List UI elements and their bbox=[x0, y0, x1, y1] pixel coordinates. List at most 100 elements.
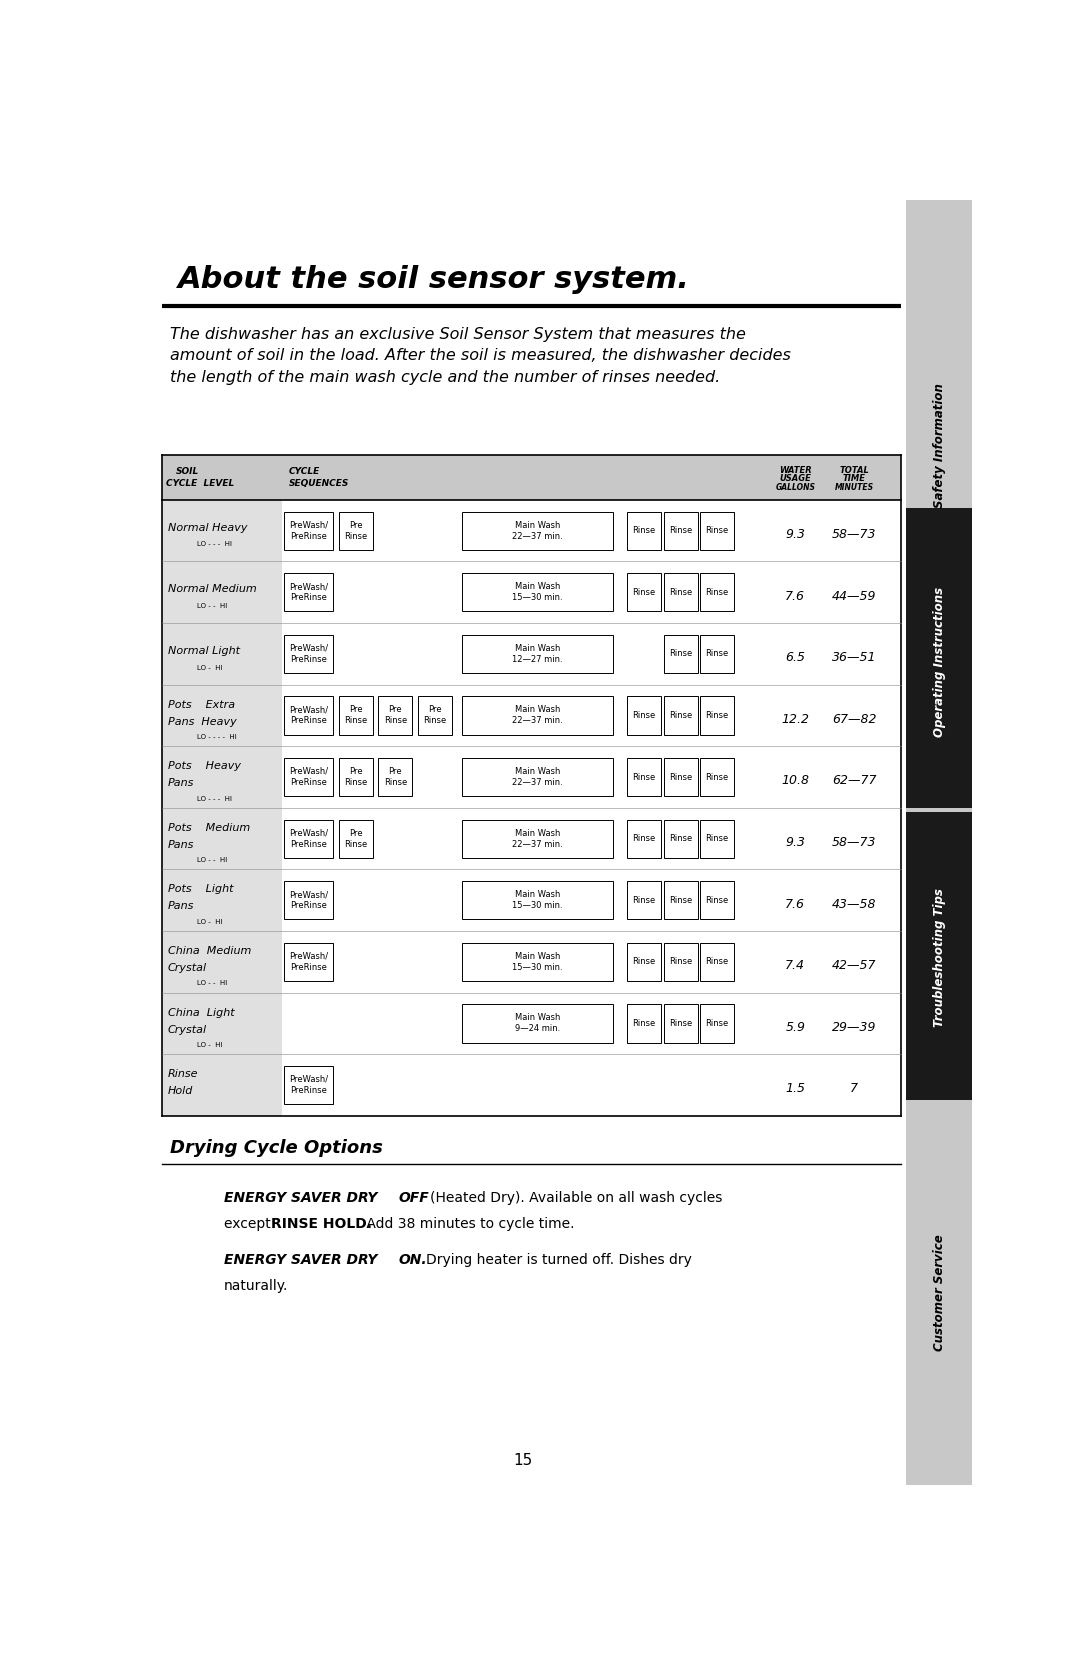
Text: China  Medium: China Medium bbox=[167, 946, 251, 956]
Text: LO - -  HI: LO - - HI bbox=[197, 858, 227, 863]
Bar bbox=[462, 511, 613, 549]
Text: PreWash/
PreRinse: PreWash/ PreRinse bbox=[288, 768, 327, 788]
Text: Rinse: Rinse bbox=[633, 773, 656, 781]
Text: Main Wash
22—37 min.: Main Wash 22—37 min. bbox=[512, 768, 563, 788]
Text: Rinse: Rinse bbox=[705, 711, 729, 719]
Text: Pre
Rinse: Pre Rinse bbox=[383, 768, 407, 788]
Bar bbox=[339, 511, 373, 549]
Text: USAGE: USAGE bbox=[780, 474, 811, 482]
Bar bbox=[663, 1005, 698, 1043]
Bar bbox=[627, 881, 661, 920]
Bar bbox=[627, 1005, 661, 1043]
Text: TOTAL: TOTAL bbox=[839, 466, 869, 476]
Text: Crystal: Crystal bbox=[167, 1025, 206, 1035]
Text: Pans: Pans bbox=[167, 840, 194, 850]
Text: 9.3: 9.3 bbox=[785, 527, 806, 541]
Text: Main Wash
22—37 min.: Main Wash 22—37 min. bbox=[512, 706, 563, 726]
Text: Pre
Rinse: Pre Rinse bbox=[345, 521, 367, 541]
Bar bbox=[663, 758, 698, 796]
Bar bbox=[700, 881, 734, 920]
Bar bbox=[284, 881, 333, 920]
Text: Pots    Medium: Pots Medium bbox=[167, 823, 249, 833]
Bar bbox=[418, 696, 451, 734]
Text: Rinse: Rinse bbox=[633, 834, 656, 843]
Text: Rinse: Rinse bbox=[633, 896, 656, 905]
Text: Drying heater is turned off. Dishes dry: Drying heater is turned off. Dishes dry bbox=[426, 1253, 691, 1267]
Bar bbox=[462, 819, 613, 858]
Text: Main Wash
22—37 min.: Main Wash 22—37 min. bbox=[512, 828, 563, 848]
Bar bbox=[700, 943, 734, 981]
Bar bbox=[339, 696, 373, 734]
Text: 15: 15 bbox=[513, 1454, 532, 1469]
Bar bbox=[906, 811, 972, 1100]
Text: 67—82: 67—82 bbox=[832, 713, 877, 726]
Text: Rinse: Rinse bbox=[669, 587, 692, 598]
Text: PreWash/
PreRinse: PreWash/ PreRinse bbox=[288, 1075, 327, 1095]
Text: 5.9: 5.9 bbox=[785, 1021, 806, 1033]
Text: OFF: OFF bbox=[399, 1192, 429, 1205]
Text: Rinse: Rinse bbox=[705, 1018, 729, 1028]
Text: 7: 7 bbox=[850, 1083, 859, 1095]
Text: Main Wash
15—30 min.: Main Wash 15—30 min. bbox=[512, 951, 563, 971]
Text: PreWash/
PreRinse: PreWash/ PreRinse bbox=[288, 521, 327, 541]
Text: WATER: WATER bbox=[779, 466, 812, 476]
Text: 7.6: 7.6 bbox=[785, 589, 806, 603]
Bar bbox=[284, 634, 333, 673]
Text: Operating Instructions: Operating Instructions bbox=[933, 586, 946, 736]
Text: 62—77: 62—77 bbox=[832, 774, 877, 788]
Text: 43—58: 43—58 bbox=[832, 898, 877, 911]
Text: Rinse: Rinse bbox=[669, 958, 692, 966]
Text: ENERGY SAVER DRY: ENERGY SAVER DRY bbox=[225, 1192, 378, 1205]
Text: Rinse: Rinse bbox=[705, 834, 729, 843]
Text: Normal Heavy: Normal Heavy bbox=[167, 522, 247, 532]
Bar bbox=[284, 943, 333, 981]
Text: Main Wash
12—27 min.: Main Wash 12—27 min. bbox=[512, 644, 563, 664]
Text: Hold: Hold bbox=[167, 1087, 193, 1097]
Bar bbox=[663, 943, 698, 981]
Text: Pots    Heavy: Pots Heavy bbox=[167, 761, 241, 771]
Bar bbox=[378, 758, 413, 796]
Text: 42—57: 42—57 bbox=[832, 960, 877, 971]
Bar bbox=[663, 696, 698, 734]
Text: Rinse: Rinse bbox=[633, 958, 656, 966]
Text: LO -  HI: LO - HI bbox=[197, 1041, 222, 1048]
Text: Rinse: Rinse bbox=[705, 649, 729, 658]
Text: Rinse: Rinse bbox=[669, 1018, 692, 1028]
Bar bbox=[627, 819, 661, 858]
Text: naturally.: naturally. bbox=[225, 1278, 288, 1293]
Text: CYCLE  LEVEL: CYCLE LEVEL bbox=[166, 479, 234, 487]
Bar bbox=[627, 758, 661, 796]
Text: 58—73: 58—73 bbox=[832, 527, 877, 541]
Text: PreWash/
PreRinse: PreWash/ PreRinse bbox=[288, 582, 327, 603]
Text: Add 38 minutes to cycle time.: Add 38 minutes to cycle time. bbox=[362, 1217, 575, 1232]
Bar bbox=[700, 634, 734, 673]
Text: Rinse: Rinse bbox=[705, 958, 729, 966]
Text: 29—39: 29—39 bbox=[832, 1021, 877, 1033]
Text: (Heated Dry). Available on all wash cycles: (Heated Dry). Available on all wash cycl… bbox=[430, 1192, 721, 1205]
Text: ON.: ON. bbox=[399, 1253, 427, 1267]
Text: LO - -  HI: LO - - HI bbox=[197, 980, 227, 986]
Text: ENERGY SAVER DRY: ENERGY SAVER DRY bbox=[225, 1253, 378, 1267]
Text: Rinse: Rinse bbox=[705, 526, 729, 536]
Text: Main Wash
22—37 min.: Main Wash 22—37 min. bbox=[512, 521, 563, 541]
Text: except: except bbox=[225, 1217, 275, 1232]
Text: LO - - - -  HI: LO - - - - HI bbox=[197, 734, 237, 739]
Text: Pots    Extra: Pots Extra bbox=[167, 699, 234, 709]
Bar bbox=[627, 943, 661, 981]
Bar bbox=[462, 881, 613, 920]
Bar bbox=[700, 819, 734, 858]
Bar bbox=[700, 1005, 734, 1043]
Bar bbox=[700, 511, 734, 549]
Bar bbox=[284, 572, 333, 611]
Text: GALLONS: GALLONS bbox=[775, 482, 815, 492]
Text: Pre
Rinse: Pre Rinse bbox=[423, 706, 446, 726]
Text: Crystal: Crystal bbox=[167, 963, 206, 973]
Text: Pots    Light: Pots Light bbox=[167, 885, 233, 895]
Text: Pans  Heavy: Pans Heavy bbox=[167, 716, 237, 726]
Text: Rinse: Rinse bbox=[669, 834, 692, 843]
Text: 1.5: 1.5 bbox=[785, 1083, 806, 1095]
Bar bbox=[378, 696, 413, 734]
Bar bbox=[663, 572, 698, 611]
Text: LO - - -  HI: LO - - - HI bbox=[197, 541, 232, 547]
Bar bbox=[284, 1066, 333, 1105]
